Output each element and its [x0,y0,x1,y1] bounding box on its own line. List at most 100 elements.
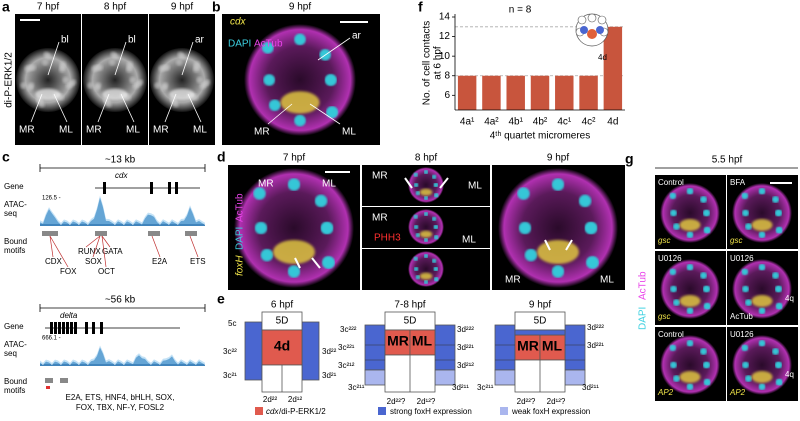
label: ML [193,125,207,136]
label: Gene [4,322,24,331]
nucleus [327,107,338,118]
exon [103,182,106,194]
label: ML [468,181,482,192]
nucleus [65,82,72,90]
nucleus [745,375,752,382]
nucleus [163,64,171,71]
label: ML [600,275,614,286]
label: ML [542,338,563,354]
label: 8 hpf [415,153,437,164]
bar [530,75,550,110]
cell [434,324,456,371]
time-label: 9 hpf [289,2,311,13]
label: 3d²² [322,347,337,356]
arrow [404,177,413,189]
nucleus [742,345,748,351]
nucleus [776,303,782,309]
label: AcTub [254,39,283,50]
nucleus [294,115,306,126]
nucleus [687,232,693,238]
nucleus [416,233,420,237]
nucleus [424,280,428,284]
cell [261,329,303,366]
nucleus [288,266,300,277]
label: 3d²¹² [457,361,474,370]
icon [577,15,587,25]
motif-label: GATA [102,247,123,256]
nucleus [262,42,273,53]
signal [679,371,701,383]
nucleus [587,257,598,268]
legend-swatch [255,407,263,415]
label: ML [342,127,356,138]
label: DAPI [228,39,251,50]
exon [54,322,57,334]
icon [587,29,597,39]
signal [679,219,701,231]
nucleus [434,267,438,271]
nucleus [325,74,336,86]
motif-label: SOX [85,257,103,266]
nucleus [742,193,748,199]
nucleus [414,257,418,261]
icon [580,26,588,34]
label: DAPI [235,227,246,250]
label: Bound [4,237,27,246]
nucleus [112,53,119,60]
exon [58,322,61,334]
label: AP2 [729,388,746,397]
nucleus [687,188,693,194]
exon [50,322,53,334]
leader-line [187,93,202,123]
nucleus [775,286,782,292]
leader-line [151,235,161,258]
nucleus [704,227,710,233]
label: ML [59,125,73,136]
leader-line [85,235,101,248]
nucleus [416,191,420,195]
signal [751,219,773,231]
leader-line [181,41,194,76]
icon [596,26,604,34]
motif-label: E2A [152,257,168,266]
nucleus [670,269,676,275]
exon [85,322,88,334]
signal [679,295,701,307]
cell [364,369,386,386]
label: 3d²²² [457,325,474,334]
label: 2d¹² [288,395,303,404]
signal [169,88,195,101]
gene-name: delta [60,311,78,320]
motif-label: FOX [60,267,77,276]
nucleus [703,362,710,368]
label: 2d²²? [517,397,536,406]
cell [514,329,566,336]
signal [419,188,433,196]
label: DAPI [638,307,649,330]
nucleus [673,223,680,230]
nucleus [772,196,779,203]
leader-line [317,37,351,61]
label: Control [658,178,684,187]
exon [150,182,153,194]
motif-box [45,378,53,383]
nucleus [434,277,438,281]
nucleus [432,175,436,179]
motif-label: RUNX [78,247,101,256]
nucleus [294,34,306,45]
nucleus [700,348,707,355]
icon [587,13,597,23]
x-tick-label: 4b¹ [508,117,523,128]
bar [579,75,598,110]
x-tick-label: 4c¹ [557,117,572,128]
nucleus [424,238,428,242]
cell [301,321,320,381]
nucleus [414,267,418,271]
nucleus [196,76,203,84]
nucleus [525,249,537,261]
nucleus [96,64,104,71]
label: MR [387,333,409,349]
label: ar [195,35,205,46]
label: AcTub [235,193,246,222]
label: 3c²¹ [223,371,237,380]
